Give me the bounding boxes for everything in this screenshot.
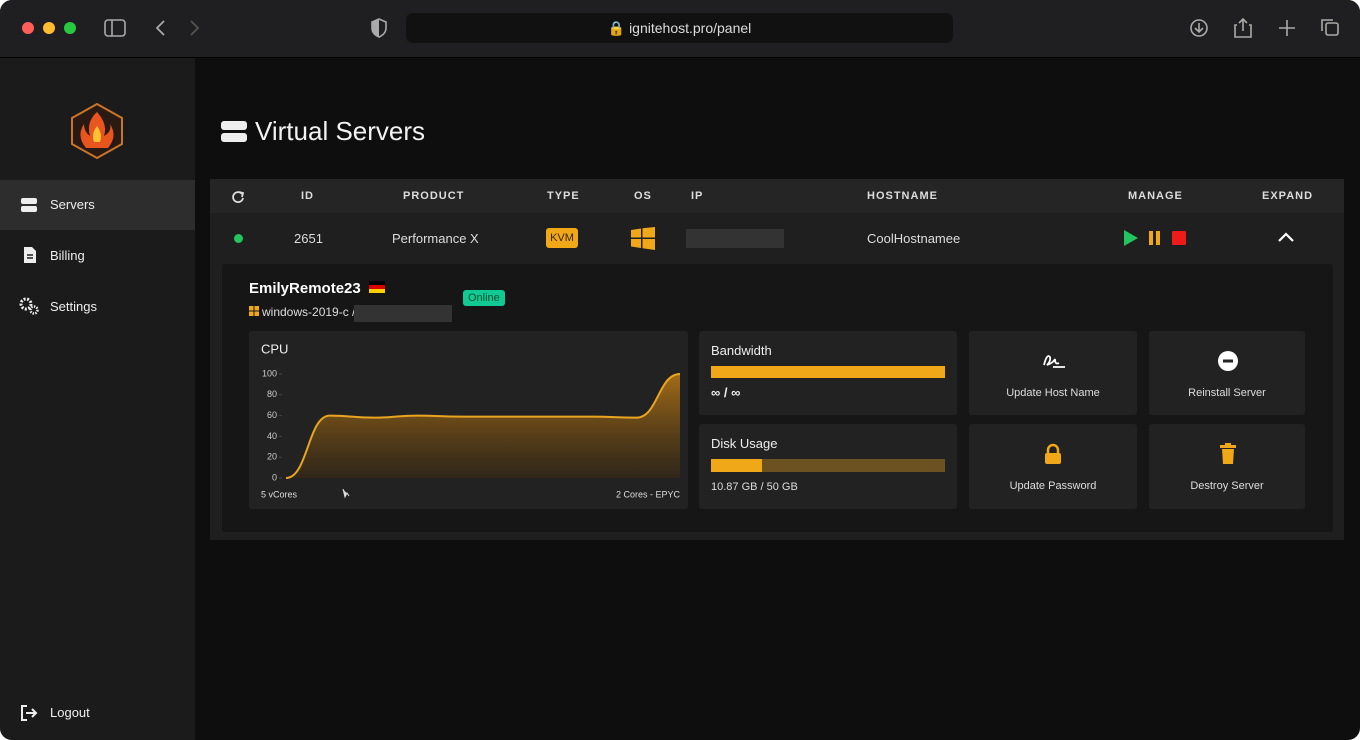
nav-label: Billing [50,248,85,263]
server-id: 2651 [294,231,323,246]
button-label: Reinstall Server [1188,387,1266,399]
server-name: EmilyRemote23 [249,280,361,297]
chart-title: CPU [261,341,288,356]
zoom-button[interactable] [64,22,76,34]
refresh-icon[interactable] [231,190,245,204]
redacted-ip [686,229,784,248]
disk-fill [711,459,762,472]
cpu-area [286,374,680,478]
column-header: HOSTNAME [867,190,938,202]
column-header: EXPAND [1262,190,1314,202]
disk-card: Disk Usage 10.87 GB / 50 GB [699,424,957,509]
column-header: OS [634,190,652,202]
windows-icon [631,227,655,250]
nav-logout[interactable]: Logout [0,688,195,738]
sidebar: Servers Billing Settings Logout [0,58,195,740]
shield-icon[interactable] [370,18,388,38]
nav-icons[interactable] [100,16,360,42]
y-tick-label: 100 [262,368,277,378]
nav-label: Servers [50,197,95,212]
close-button[interactable] [22,22,34,34]
os-icon [249,306,259,316]
reinstall-button[interactable]: Reinstall Server [1149,331,1305,415]
nav-servers[interactable]: Servers [0,180,195,230]
lock-icon [1045,443,1061,464]
y-tick-label: 0 [272,472,277,482]
server-product: Performance X [392,231,479,246]
type-badge: KVM [546,228,578,248]
billing-icon [24,247,36,263]
redacted-path [354,305,452,322]
chart-caption: 2 Cores - EPYC [616,489,681,499]
nav-label: Settings [50,299,97,314]
disk-value: 10.87 GB / 50 GB [711,481,798,493]
toolbar-icons[interactable] [1185,16,1345,42]
settings-icon [19,297,39,315]
manage-controls[interactable] [1123,230,1187,246]
y-tick-label: 60 [267,410,277,420]
destroy-button[interactable]: Destroy Server [1149,424,1305,509]
nav-settings[interactable]: Settings [0,282,195,332]
column-header: PRODUCT [403,190,465,202]
card-label: Disk Usage [711,436,778,451]
url-text: ignitehost.pro/panel [629,20,752,36]
update-hostname-button[interactable]: Update Host Name [969,331,1137,415]
server-hostname: CoolHostnamee [867,231,961,246]
update-password-button[interactable]: Update Password [969,424,1137,509]
flag-de [369,281,385,293]
cursor [342,488,350,499]
card-label: Bandwidth [711,343,772,358]
minus-icon [1218,351,1238,371]
page-title: Virtual Servers [255,116,426,146]
status-dot [234,234,243,243]
signature-icon [1043,355,1065,368]
cpu-chart: CPU 5 vCores 2 Cores - EPYC 0 20 40 60 80 100 [261,341,681,499]
minimize-button[interactable] [43,22,55,34]
cpu-line [285,373,681,479]
y-tick-label: 20 [267,452,277,462]
trash-icon [1220,443,1236,464]
button-label: Update Password [1009,480,1097,492]
logout-icon [21,705,38,721]
collapse-button[interactable] [1277,231,1295,243]
cpu-card: CPU 5 vCores 2 Cores - EPYC 0 20 40 60 80 100 [249,331,688,509]
column-header: MANAGE [1128,190,1183,202]
bandwidth-value: ∞ / ∞ [711,385,741,400]
column-header: TYPE [547,190,580,202]
os-path: windows-2019-c / [262,305,356,319]
nav-label: Logout [50,705,90,720]
browser-toolbar: 🔒 ignitehost.pro/panel [0,0,1360,58]
status-badge: Online [463,290,505,306]
logo [71,102,123,160]
disk-track [711,459,945,472]
button-label: Destroy Server [1190,480,1264,492]
y-tick-label: 40 [267,431,277,441]
bandwidth-bar [711,366,945,378]
y-tick-label: 80 [267,389,277,399]
bandwidth-card: Bandwidth ∞ / ∞ [699,331,957,415]
address-bar[interactable]: 🔒 ignitehost.pro/panel [406,13,953,43]
nav-billing[interactable]: Billing [0,231,195,281]
title-icon [221,121,247,142]
column-header: ID [301,190,314,202]
button-label: Update Host Name [1006,387,1100,399]
chart-caption: 5 vCores [261,489,298,499]
servers-icon [21,198,37,212]
column-header: IP [691,190,704,202]
table-header [210,179,1344,213]
